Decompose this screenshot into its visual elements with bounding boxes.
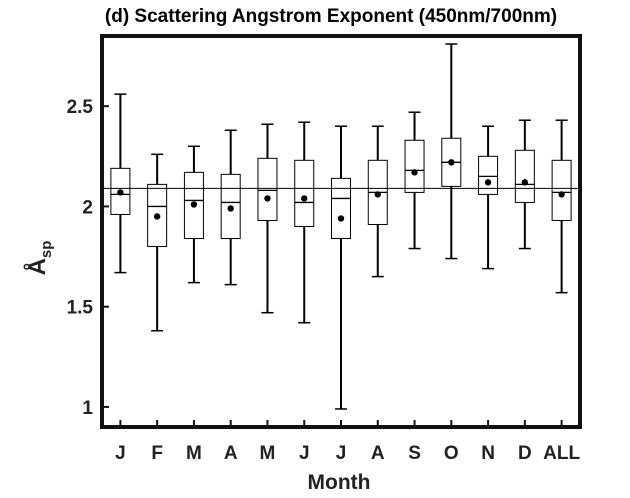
- x-tick-label: F: [151, 443, 163, 464]
- x-tick-label: O: [444, 443, 459, 464]
- box-group: [294, 121, 315, 324]
- y-axis-label-subscript: sp: [38, 241, 55, 259]
- box-group: [331, 125, 351, 410]
- box: [331, 177, 351, 240]
- box: [294, 159, 315, 227]
- mean-point: [264, 195, 271, 202]
- x-tick-label: M: [260, 443, 276, 464]
- x-tick-label: J: [115, 443, 126, 464]
- x-tick-label: S: [408, 443, 421, 464]
- mean-point: [521, 179, 529, 186]
- mean-point: [190, 201, 198, 208]
- x-axis-label: Month: [308, 471, 371, 494]
- x-tick-label: N: [481, 443, 495, 464]
- y-tick-label: 2.5: [67, 97, 94, 118]
- box-group: [441, 43, 462, 260]
- mean-point: [558, 191, 565, 198]
- box-group: [514, 119, 535, 250]
- mean-point: [448, 159, 455, 166]
- box: [514, 149, 535, 203]
- x-tick-label: J: [299, 443, 310, 464]
- y-axis-label: Åsp: [23, 241, 55, 276]
- box-group: [110, 93, 131, 274]
- box-group: [478, 125, 499, 270]
- box-group: [147, 153, 168, 332]
- box-group: [183, 145, 204, 284]
- x-tick-label: ALL: [543, 443, 580, 464]
- mean-point: [337, 215, 345, 222]
- mean-point: [153, 213, 161, 220]
- box-group: [404, 111, 425, 250]
- mean-point: [117, 189, 124, 196]
- y-tick-label: 1.5: [67, 298, 94, 319]
- y-axis-label-main: Å: [23, 258, 51, 275]
- y-axis-ticks: 1 1.5 2 2.5: [67, 97, 109, 419]
- plot-area: [100, 34, 582, 429]
- x-tick-label: M: [186, 443, 202, 464]
- mean-point: [374, 191, 381, 198]
- mean-point: [227, 205, 234, 212]
- y-tick-label: 1: [82, 398, 93, 419]
- x-tick-label: D: [518, 443, 532, 464]
- box: [478, 155, 499, 195]
- svg-text:Åsp: Åsp: [23, 241, 55, 276]
- x-tick-label: A: [371, 443, 385, 464]
- box: [551, 159, 572, 221]
- x-axis-ticks: J F M A M J J A S O N D ALL: [115, 420, 580, 464]
- x-tick-label: J: [336, 443, 347, 464]
- box: [257, 157, 278, 221]
- chart-title: (d) Scattering Angstrom Exponent (450nm/…: [105, 6, 557, 27]
- box-group: [551, 119, 572, 294]
- box-group: [257, 123, 278, 314]
- box: [404, 139, 425, 193]
- mean-point: [301, 195, 308, 202]
- x-tick-label: A: [224, 443, 238, 464]
- box-group: [367, 125, 388, 278]
- mean-point: [411, 169, 418, 176]
- box-group: [220, 129, 241, 286]
- y-tick-label: 2: [82, 197, 93, 218]
- mean-point: [484, 179, 492, 186]
